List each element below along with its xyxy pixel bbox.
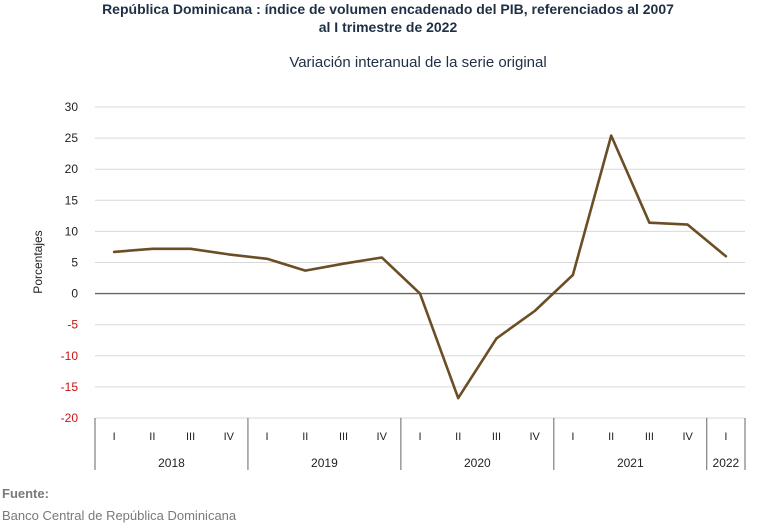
source-text: Banco Central de República Dominicana — [2, 508, 237, 523]
y-tick-label: 20 — [65, 162, 79, 176]
x-tick-label: III — [186, 431, 195, 443]
grid-lines — [95, 106, 745, 419]
y-tick-label: -15 — [61, 380, 79, 394]
x-tick-label: II — [149, 431, 155, 443]
y-tick-label: 10 — [65, 224, 79, 238]
series-layer — [112, 134, 728, 400]
x-tick-label: III — [645, 431, 654, 443]
x-tick-label: I — [418, 431, 421, 443]
x-tick-label: I — [113, 431, 116, 443]
x-tick-label: IV — [224, 431, 235, 443]
x-tick-label: IV — [377, 431, 388, 443]
x-tick-label: III — [339, 431, 348, 443]
y-tick-labels: 30 25 20 15 10 5 0 -5 -10 -15 -20 — [61, 100, 79, 425]
y-tick-label: 30 — [65, 100, 79, 114]
chart-title-line-2: al I trimestre de 2022 — [318, 19, 458, 35]
year-label: 2019 — [311, 456, 338, 470]
chart-title-line-1: República Dominicana : índice de volumen… — [102, 1, 674, 17]
x-tick-label: IV — [682, 431, 693, 443]
y-tick-label: -5 — [67, 318, 78, 332]
x-tick-label: I — [266, 431, 269, 443]
y-tick-label: -20 — [61, 411, 79, 425]
x-tick-label: II — [608, 431, 614, 443]
y-tick-label: 5 — [71, 256, 78, 270]
year-label: 2020 — [464, 456, 491, 470]
y-tick-label: 25 — [65, 131, 79, 145]
year-label: 2018 — [158, 456, 185, 470]
x-tick-label: IV — [530, 431, 541, 443]
x-tick-label: III — [492, 431, 501, 443]
y-tick-label: 0 — [71, 287, 78, 301]
chart-title: República Dominicana : índice de volumen… — [0, 0, 776, 36]
series-line — [112, 134, 728, 400]
source-label: Fuente: — [2, 486, 49, 501]
x-tick-label: I — [724, 431, 727, 443]
year-label: 2021 — [617, 456, 644, 470]
y-tick-label: -10 — [61, 349, 79, 363]
x-tick-label: I — [571, 431, 574, 443]
x-tick-label: II — [455, 431, 461, 443]
year-label: 2022 — [713, 456, 740, 470]
chart-subtitle: Variación interanual de la serie origina… — [289, 54, 547, 71]
x-tick-label: II — [302, 431, 308, 443]
y-tick-label: 15 — [65, 193, 79, 207]
